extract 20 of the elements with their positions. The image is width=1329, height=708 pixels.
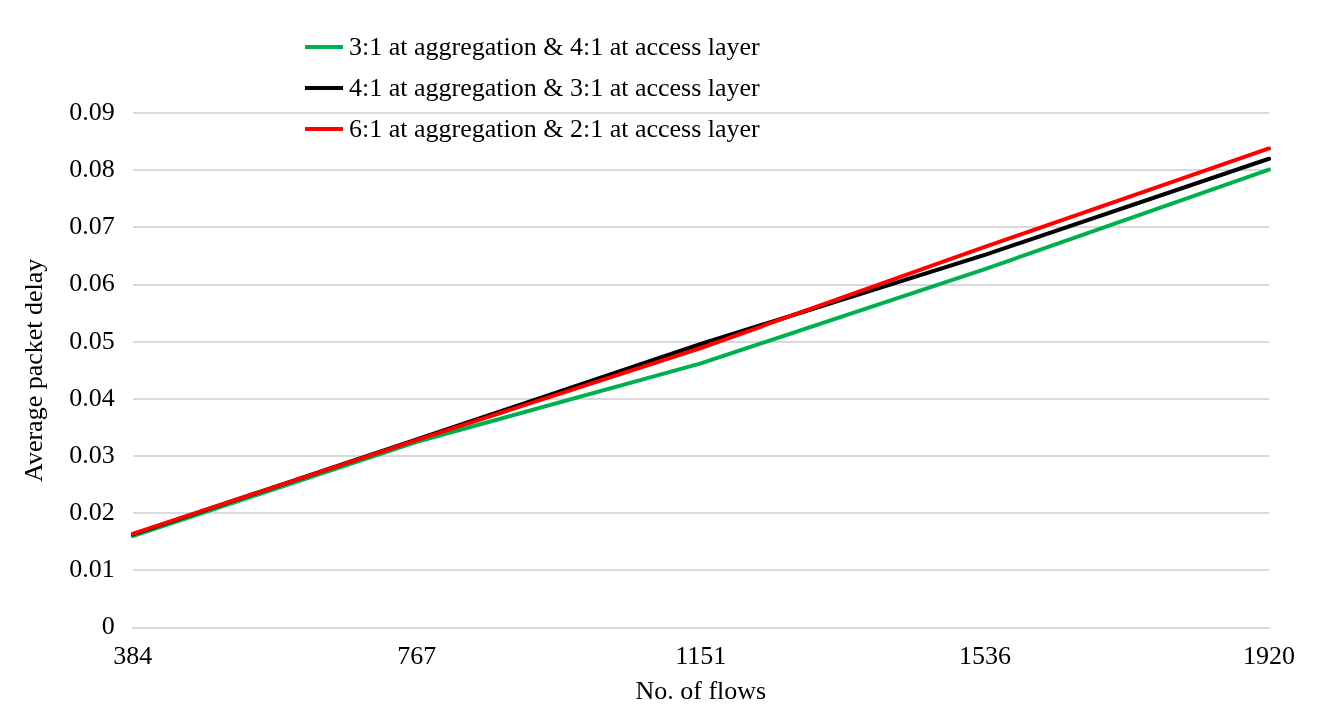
y-tick-label: 0.07: [69, 211, 115, 241]
legend-label: 6:1 at aggregation & 2:1 at access layer: [349, 113, 760, 144]
y-tick-label: 0.06: [69, 268, 115, 298]
legend-label: 4:1 at aggregation & 3:1 at access layer: [349, 72, 760, 103]
x-tick-label: 767: [397, 641, 437, 671]
y-tick-label: 0.03: [69, 439, 115, 469]
legend-label: 3:1 at aggregation & 4:1 at access layer: [349, 31, 760, 62]
y-tick-label: 0.04: [69, 382, 115, 412]
y-axis-title: Average packet delay: [19, 258, 49, 482]
y-tick-label: 0.09: [69, 96, 115, 126]
y-tick-label: 0.01: [69, 554, 115, 584]
x-tick-label: 384: [113, 641, 153, 671]
x-tick-label: 1151: [675, 641, 727, 671]
y-tick-label: 0.02: [69, 497, 115, 527]
x-tick-label: 1536: [958, 641, 1011, 671]
x-axis-title: No. of flows: [635, 676, 767, 706]
y-tick-label: 0.05: [69, 325, 115, 355]
y-tick-label: 0: [101, 611, 115, 641]
y-tick-label: 0.08: [69, 154, 115, 184]
x-tick-label: 1920: [1243, 641, 1295, 671]
